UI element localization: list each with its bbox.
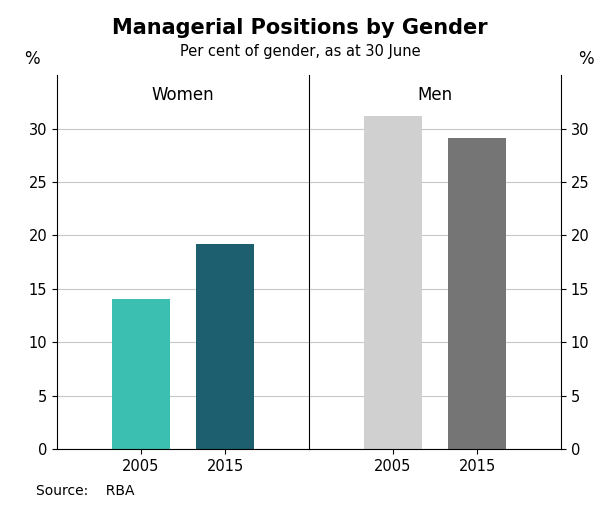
Text: Men: Men: [418, 87, 452, 104]
Bar: [196, 244, 254, 449]
Text: Source:    RBA: Source: RBA: [36, 484, 134, 498]
Bar: [364, 116, 422, 449]
Text: Per cent of gender, as at 30 June: Per cent of gender, as at 30 June: [179, 44, 421, 59]
Text: %: %: [578, 50, 594, 68]
Text: Managerial Positions by Gender: Managerial Positions by Gender: [112, 18, 488, 38]
Text: %: %: [24, 50, 40, 68]
Text: Women: Women: [152, 87, 214, 104]
Bar: [448, 138, 506, 449]
Bar: [112, 299, 170, 449]
